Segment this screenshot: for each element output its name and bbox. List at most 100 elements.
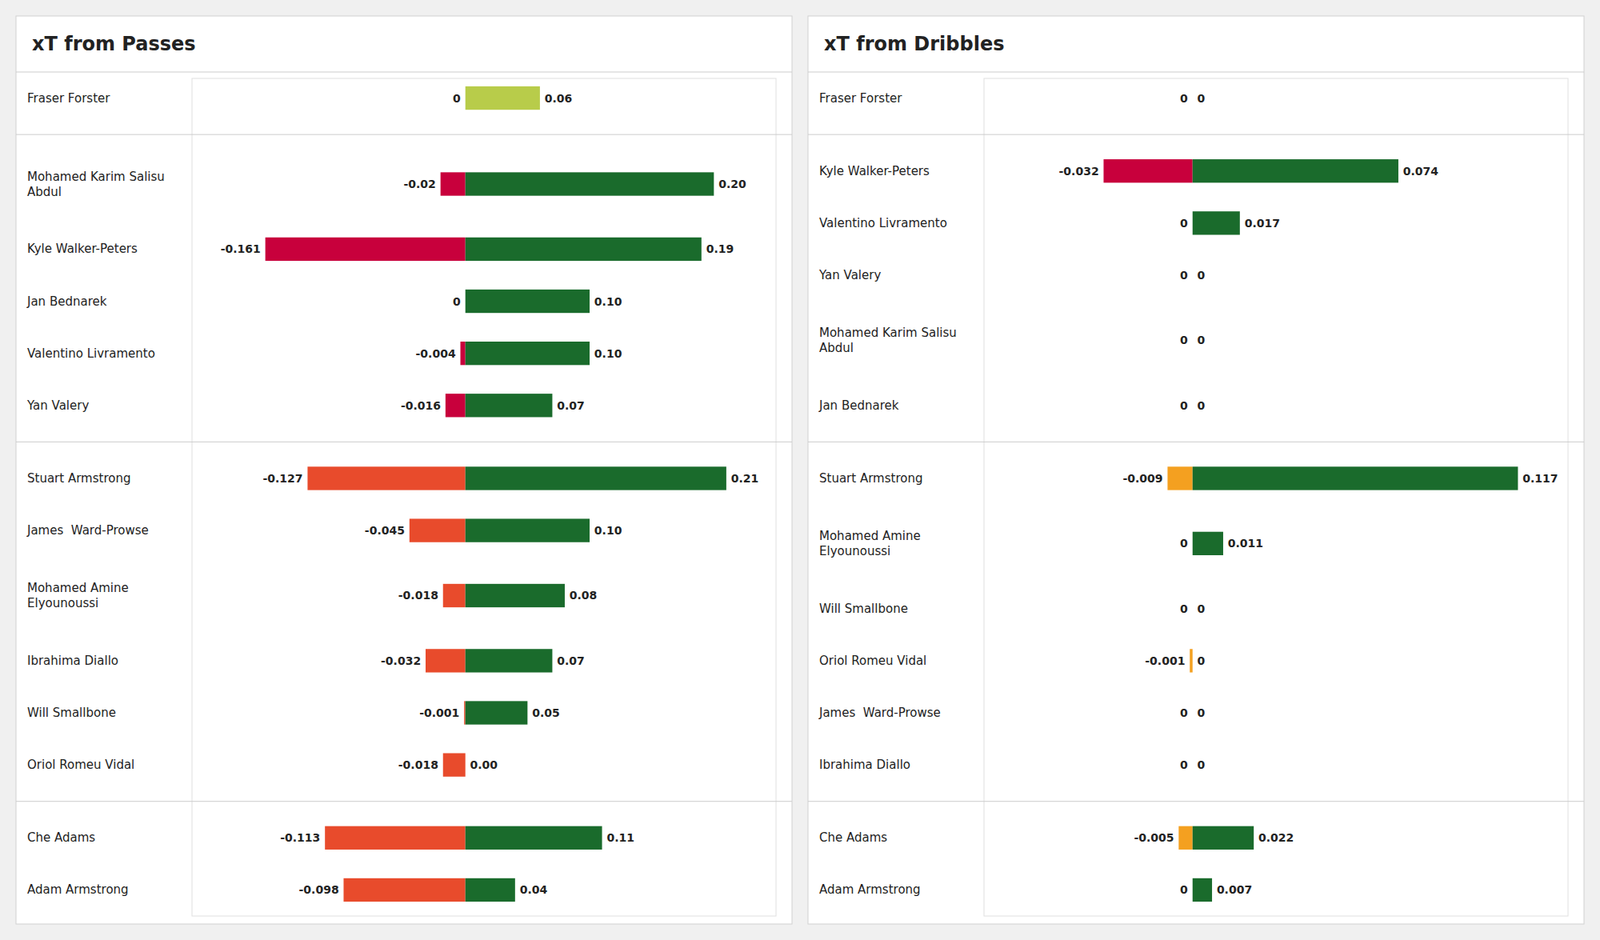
bar xyxy=(324,826,466,850)
data-label: 0 xyxy=(452,295,461,308)
data-label: 0.00 xyxy=(470,758,499,772)
data-label: 0.07 xyxy=(556,399,585,412)
category-label: Stuart Armstrong xyxy=(819,471,923,486)
bar xyxy=(464,700,466,724)
data-label: -0.032 xyxy=(1059,164,1100,178)
category-label: Stuart Armstrong xyxy=(27,471,131,486)
title: xT from Passes xyxy=(32,32,196,56)
data-label: 0.011 xyxy=(1228,536,1264,550)
group-separator xyxy=(16,441,792,443)
title: xT from Dribbles xyxy=(824,32,1004,56)
category-label-line: Kyle Walker-Peters xyxy=(819,164,930,179)
data-label: 0 xyxy=(1180,706,1188,720)
category-label: Che Adams xyxy=(27,830,96,845)
data-label: 0 xyxy=(1197,333,1206,347)
figure: xT from PassesFraser Forster00.06Mohamed… xyxy=(0,0,1600,940)
data-label: 0.11 xyxy=(606,831,635,844)
bar xyxy=(465,466,727,490)
data-label: 0 xyxy=(1180,333,1188,347)
bar xyxy=(460,341,465,365)
category-label: Yan Valery xyxy=(26,398,89,413)
plot-frame xyxy=(984,78,1568,916)
category-label: Ibrahima Diallo xyxy=(819,757,911,772)
category-label: James Ward-Prowse xyxy=(818,705,941,720)
category-label-line: Mohamed Karim Salisu xyxy=(27,169,165,184)
category-label-line: Elyounoussi xyxy=(27,596,99,611)
category-label-line: Mohamed Amine xyxy=(819,528,921,544)
category-label: Fraser Forster xyxy=(27,91,111,106)
data-label: -0.127 xyxy=(263,472,304,485)
bar xyxy=(265,237,466,261)
data-label: 0.017 xyxy=(1244,216,1280,230)
category-label-line: Stuart Armstrong xyxy=(819,471,923,486)
category-label: James Ward-Prowse xyxy=(26,523,149,538)
data-label: -0.005 xyxy=(1133,831,1174,844)
data-label: 0.04 xyxy=(520,883,548,896)
bar xyxy=(1192,878,1212,902)
bar xyxy=(1178,826,1192,850)
bar xyxy=(465,584,565,608)
category-label: Jan Bednarek xyxy=(26,294,108,309)
plot-frame xyxy=(192,78,776,916)
category-label: Adam Armstrong xyxy=(27,882,129,897)
data-label: -0.018 xyxy=(398,758,439,772)
category-label-line: Valentino Livramento xyxy=(819,216,948,231)
bar xyxy=(1192,700,1193,724)
bar xyxy=(1167,466,1192,490)
bar xyxy=(1103,159,1192,183)
data-label: 0 xyxy=(1180,268,1188,282)
bar xyxy=(1192,159,1399,183)
bar xyxy=(443,584,466,608)
bar xyxy=(1192,328,1193,352)
category-label-line: James Ward-Prowse xyxy=(818,705,941,720)
category-label: Kyle Walker-Peters xyxy=(819,164,930,179)
category-label: Mohamed AmineElyounoussi xyxy=(819,528,921,559)
data-label: 0 xyxy=(452,92,461,105)
data-label: 0.21 xyxy=(731,472,760,485)
category-label-line: James Ward-Prowse xyxy=(26,523,149,538)
data-label: 0 xyxy=(1180,536,1188,550)
category-label-line: Yan Valery xyxy=(818,268,881,283)
data-label: -0.004 xyxy=(416,347,456,360)
bar xyxy=(1189,648,1192,672)
data-label: -0.001 xyxy=(1144,654,1185,668)
data-label: 0.07 xyxy=(556,654,585,668)
category-label: Adam Armstrong xyxy=(819,882,921,897)
category-label-line: Mohamed Amine xyxy=(27,580,129,596)
data-label: -0.02 xyxy=(403,177,436,191)
data-label: 0.05 xyxy=(532,706,560,720)
category-label: Fraser Forster xyxy=(819,91,903,106)
category-label: Kyle Walker-Peters xyxy=(27,241,138,256)
category-label-line: Adam Armstrong xyxy=(819,882,921,897)
category-label-line: Fraser Forster xyxy=(27,91,111,106)
group-separator xyxy=(808,134,1584,136)
data-label: 0.08 xyxy=(569,588,598,602)
bar xyxy=(464,752,466,776)
data-label: -0.045 xyxy=(364,524,405,537)
data-label: -0.161 xyxy=(220,242,261,256)
bar xyxy=(445,393,466,417)
title-separator xyxy=(16,72,792,73)
category-label-line: Jan Bednarek xyxy=(26,294,108,309)
bar xyxy=(1192,752,1193,776)
bar xyxy=(1192,466,1519,490)
title-separator xyxy=(808,72,1584,73)
category-label-line: Che Adams xyxy=(27,830,96,845)
data-label: 0.074 xyxy=(1403,164,1440,178)
bar xyxy=(1192,86,1193,110)
panel: xT from DribblesFraser Forster00Kyle Wal… xyxy=(808,16,1584,924)
data-label: 0.19 xyxy=(706,242,735,256)
category-label-line: Fraser Forster xyxy=(819,91,903,106)
bar xyxy=(1192,393,1193,417)
bar xyxy=(465,393,553,417)
data-label: 0.022 xyxy=(1258,831,1294,844)
category-label: Valentino Livramento xyxy=(27,346,156,361)
data-label: -0.032 xyxy=(380,654,421,668)
labels: Fraser Forster00Kyle Walker-Peters-0.032… xyxy=(818,91,1559,898)
bar xyxy=(1192,263,1193,287)
category-label: Mohamed Karim SalisuAbdul xyxy=(27,169,165,200)
data-label: 0 xyxy=(1180,883,1188,896)
bar xyxy=(1192,700,1193,724)
category-label-line: Stuart Armstrong xyxy=(27,471,131,486)
data-label: 0.10 xyxy=(594,347,623,360)
